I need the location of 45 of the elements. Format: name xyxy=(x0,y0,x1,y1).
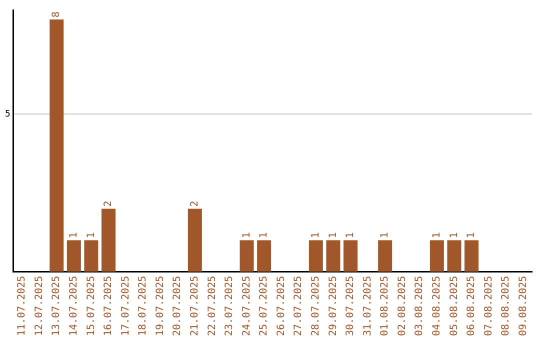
x-tick-label: 27.07.2025 xyxy=(293,276,304,336)
x-tick-label: 15.07.2025 xyxy=(86,276,97,336)
x-tick-label: 20.07.2025 xyxy=(172,276,184,336)
x-tick-label: 24.07.2025 xyxy=(241,276,252,336)
x-tick-label: 17.07.2025 xyxy=(120,276,132,336)
x-tick-label: 09.08.2025 xyxy=(518,276,529,336)
x-tick-label: 21.07.2025 xyxy=(190,276,201,336)
data-label: 1 xyxy=(68,232,80,238)
x-tick-label: 18.07.2025 xyxy=(138,276,149,336)
data-label: 2 xyxy=(190,200,201,207)
x-tick-label: 19.07.2025 xyxy=(154,276,166,336)
x-tick-label: 30.07.2025 xyxy=(345,276,356,336)
x-tick-label: 12.07.2025 xyxy=(34,276,45,336)
x-tick-label: 23.07.2025 xyxy=(224,276,236,336)
x-tick-label: 26.07.2025 xyxy=(276,276,287,336)
x-tick-label: 29.07.2025 xyxy=(328,276,339,336)
x-tick-label: 16.07.2025 xyxy=(103,276,114,336)
x-tick-label: 03.08.2025 xyxy=(414,276,426,336)
data-label: 1 xyxy=(448,232,460,238)
x-tick-label: 02.08.2025 xyxy=(396,276,408,336)
data-label: 1 xyxy=(241,232,252,238)
data-label: 1 xyxy=(86,232,97,238)
data-label: 1 xyxy=(466,232,478,238)
data-label: 1 xyxy=(328,232,339,238)
x-tick-label: 31.07.2025 xyxy=(362,276,374,336)
x-tick-label: 01.08.2025 xyxy=(380,276,391,336)
x-tick-label: 05.08.2025 xyxy=(448,276,460,336)
x-tick-label: 06.08.2025 xyxy=(466,276,478,336)
data-label: 1 xyxy=(432,232,443,238)
data-label: 2 xyxy=(103,200,114,207)
y-tick-label: 5 xyxy=(4,109,10,120)
x-tick-label: 08.08.2025 xyxy=(500,276,512,336)
x-tick-label: 25.07.2025 xyxy=(258,276,270,336)
data-label: 8 xyxy=(51,11,62,18)
x-tick-label: 04.08.2025 xyxy=(432,276,443,336)
x-tick-label: 13.07.2025 xyxy=(51,276,62,336)
data-label: 1 xyxy=(310,232,322,238)
x-tick-label: 11.07.2025 xyxy=(16,276,28,336)
x-tick-label: 14.07.2025 xyxy=(68,276,80,336)
data-label: 1 xyxy=(345,232,356,238)
x-tick-label: 28.07.2025 xyxy=(310,276,322,336)
x-tick-label: 07.08.2025 xyxy=(483,276,494,336)
x-tick-label: 22.07.2025 xyxy=(206,276,218,336)
data-label: 1 xyxy=(380,232,391,238)
data-label: 1 xyxy=(258,232,270,238)
